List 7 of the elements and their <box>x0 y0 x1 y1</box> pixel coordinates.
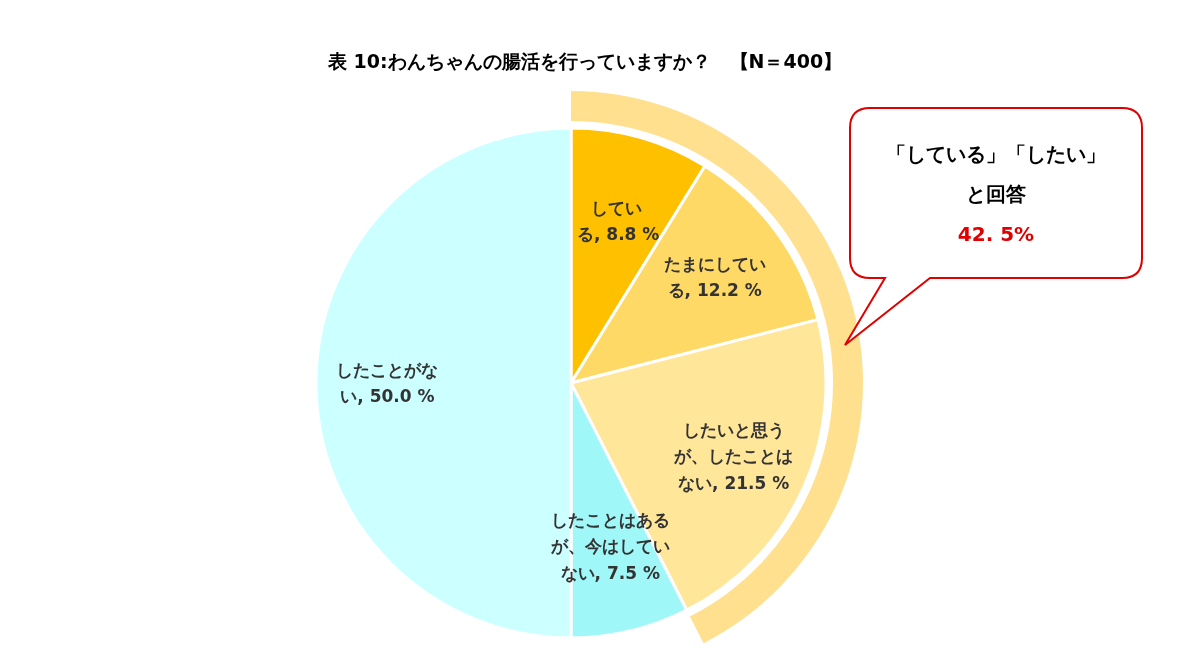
title: 表 10:わんちゃんの腸活を行っていますか？ 【N＝400】 <box>327 50 843 72</box>
slice-label: している, 8.8 % <box>576 196 660 246</box>
callout: 「している」「したい」 と回答 42. 5% <box>844 107 1143 346</box>
slice-label: したことはあるが、今はしていない, 7.5 % <box>550 509 671 585</box>
slice-label: したいと思うが、したことはない, 21.5 % <box>673 418 795 495</box>
slice-label: したことがない, 50.0 % <box>335 358 440 408</box>
slice-label: たまにしている, 12.2 % <box>662 252 767 302</box>
